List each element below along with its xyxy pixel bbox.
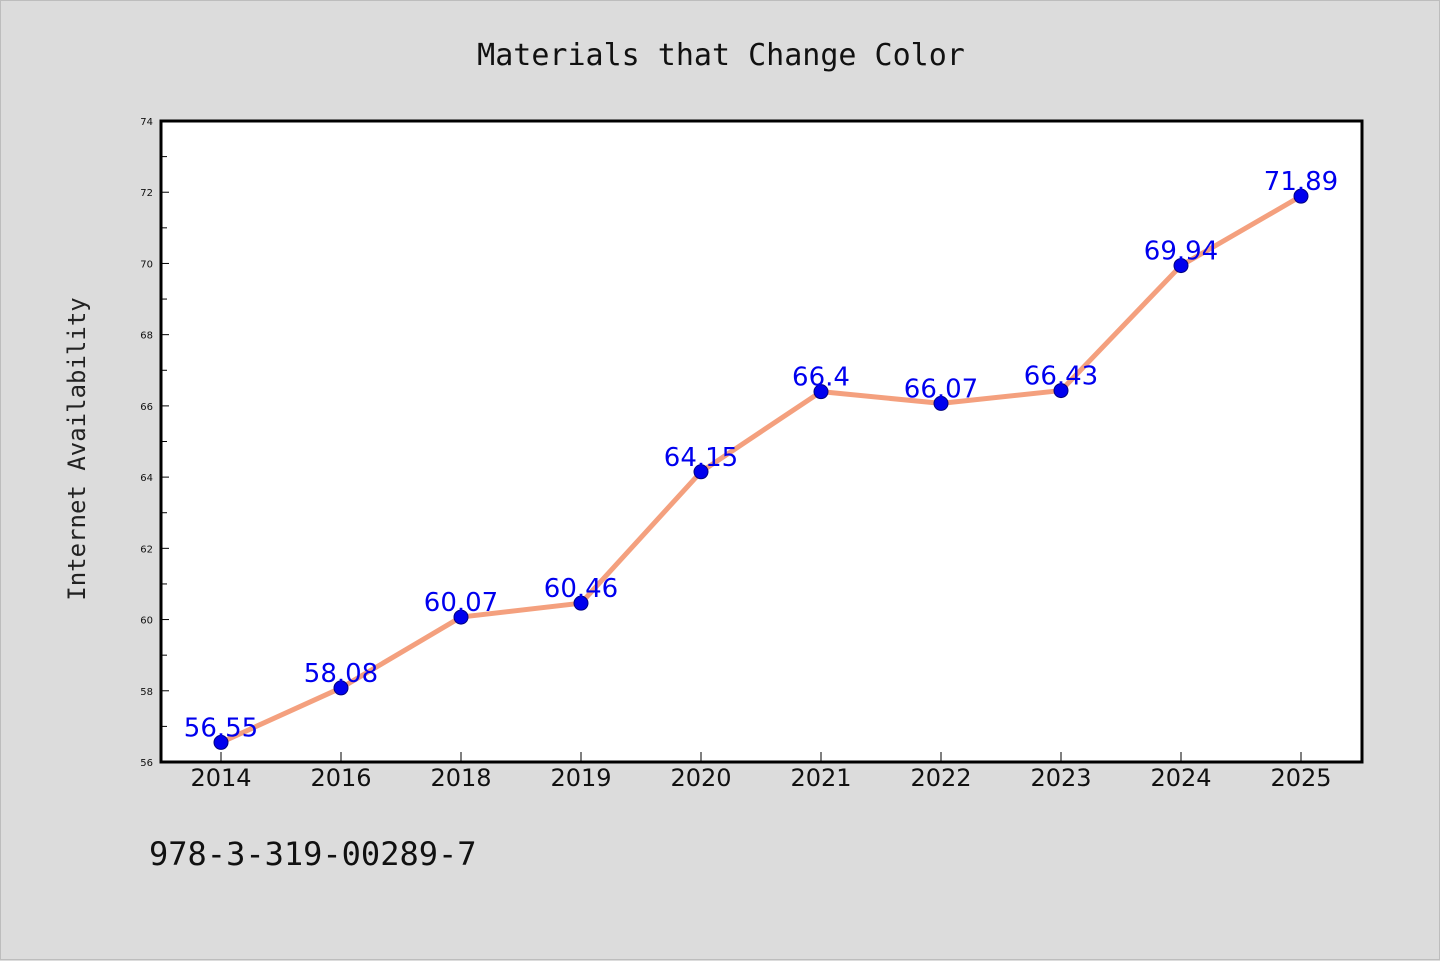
data-label: 69.94 — [1144, 237, 1218, 267]
x-axis: 2014 2016 2018 2019 2020 2021 2022 2023 2024 2025 — [190, 752, 1332, 792]
y-tick-label: 74 — [140, 117, 153, 128]
data-point — [813, 384, 829, 400]
data-label: 66.4 — [792, 363, 850, 393]
y-tick-label: 60 — [140, 616, 153, 627]
x-tick-label: 2025 — [1270, 764, 1331, 792]
x-tick-label: 2018 — [430, 764, 491, 792]
data-point — [1173, 258, 1189, 274]
series-layer: 56.55 58.08 60.07 60.46 64.15 66.4 66.07 66.43 6… — [184, 167, 1338, 750]
y-tick-label: 64 — [140, 473, 153, 484]
x-tick-label: 2019 — [550, 764, 611, 792]
data-point — [213, 734, 229, 750]
x-tick-label: 2021 — [790, 764, 851, 792]
data-label: 60.46 — [544, 574, 618, 604]
x-tick-label: 2023 — [1030, 764, 1091, 792]
y-tick-label: 62 — [140, 544, 153, 555]
y-axis: 56 58 60 62 64 66 68 70 72 74 — [140, 117, 169, 769]
x-tick-label: 2022 — [910, 764, 971, 792]
data-point — [1053, 383, 1069, 399]
data-label: 66.43 — [1024, 362, 1098, 392]
y-axis-label: Internet Availability — [63, 297, 91, 600]
y-tick-label: 58 — [140, 687, 153, 698]
x-tick-label: 2014 — [190, 764, 251, 792]
plot-area — [159, 119, 1364, 764]
y-tick-label: 56 — [140, 758, 153, 769]
data-point — [1293, 188, 1309, 204]
isbn-footer: 978-3-319-00289-7 — [149, 835, 477, 873]
data-label: 64.15 — [664, 443, 738, 473]
series-line — [218, 193, 1304, 745]
chart-title: Materials that Change Color — [477, 38, 965, 73]
data-point — [453, 609, 469, 625]
data-point — [573, 595, 589, 611]
data-label: 66.07 — [904, 374, 978, 404]
data-label: 71.89 — [1264, 167, 1338, 197]
y-tick-label: 68 — [140, 331, 153, 342]
data-label: 56.55 — [184, 713, 258, 743]
data-label: 60.07 — [424, 588, 498, 618]
data-point — [693, 464, 709, 480]
data-point — [933, 395, 949, 411]
x-tick-label: 2016 — [310, 764, 371, 792]
y-tick-label: 70 — [140, 259, 153, 270]
y-tick-label: 72 — [140, 188, 153, 199]
data-point — [333, 680, 349, 696]
x-tick-label: 2024 — [1150, 764, 1211, 792]
x-tick-label: 2020 — [670, 764, 731, 792]
y-tick-label: 66 — [140, 402, 153, 413]
data-label: 58.08 — [304, 659, 378, 689]
